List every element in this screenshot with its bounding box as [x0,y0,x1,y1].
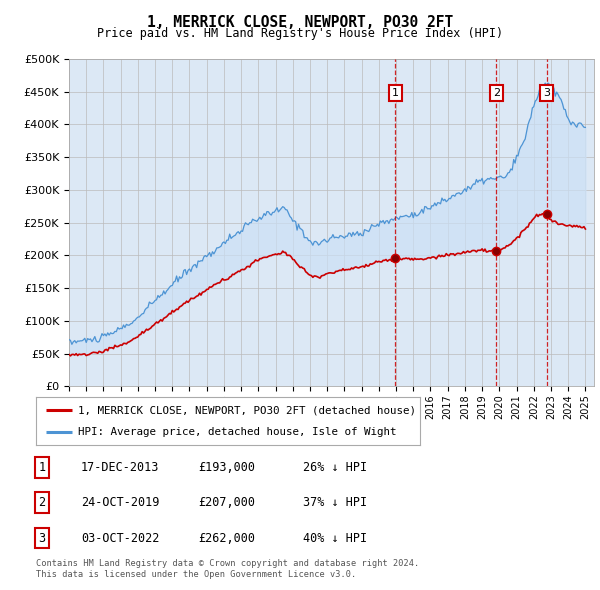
Text: 1, MERRICK CLOSE, NEWPORT, PO30 2FT (detached house): 1, MERRICK CLOSE, NEWPORT, PO30 2FT (det… [78,405,416,415]
Text: 26% ↓ HPI: 26% ↓ HPI [303,461,367,474]
Text: This data is licensed under the Open Government Licence v3.0.: This data is licensed under the Open Gov… [36,571,356,579]
Text: £193,000: £193,000 [198,461,255,474]
Text: 37% ↓ HPI: 37% ↓ HPI [303,496,367,509]
Text: Price paid vs. HM Land Registry's House Price Index (HPI): Price paid vs. HM Land Registry's House … [97,27,503,40]
Text: £262,000: £262,000 [198,532,255,545]
Text: 17-DEC-2013: 17-DEC-2013 [81,461,160,474]
Text: 2: 2 [493,88,500,99]
Text: 1: 1 [392,88,399,99]
Text: HPI: Average price, detached house, Isle of Wight: HPI: Average price, detached house, Isle… [78,427,397,437]
Text: 24-OCT-2019: 24-OCT-2019 [81,496,160,509]
Text: 2: 2 [38,496,46,509]
Text: 3: 3 [543,88,550,99]
Text: 1: 1 [38,461,46,474]
Text: 40% ↓ HPI: 40% ↓ HPI [303,532,367,545]
Text: 3: 3 [38,532,46,545]
Text: 1, MERRICK CLOSE, NEWPORT, PO30 2FT: 1, MERRICK CLOSE, NEWPORT, PO30 2FT [147,15,453,30]
Text: 03-OCT-2022: 03-OCT-2022 [81,532,160,545]
Text: £207,000: £207,000 [198,496,255,509]
Text: Contains HM Land Registry data © Crown copyright and database right 2024.: Contains HM Land Registry data © Crown c… [36,559,419,568]
